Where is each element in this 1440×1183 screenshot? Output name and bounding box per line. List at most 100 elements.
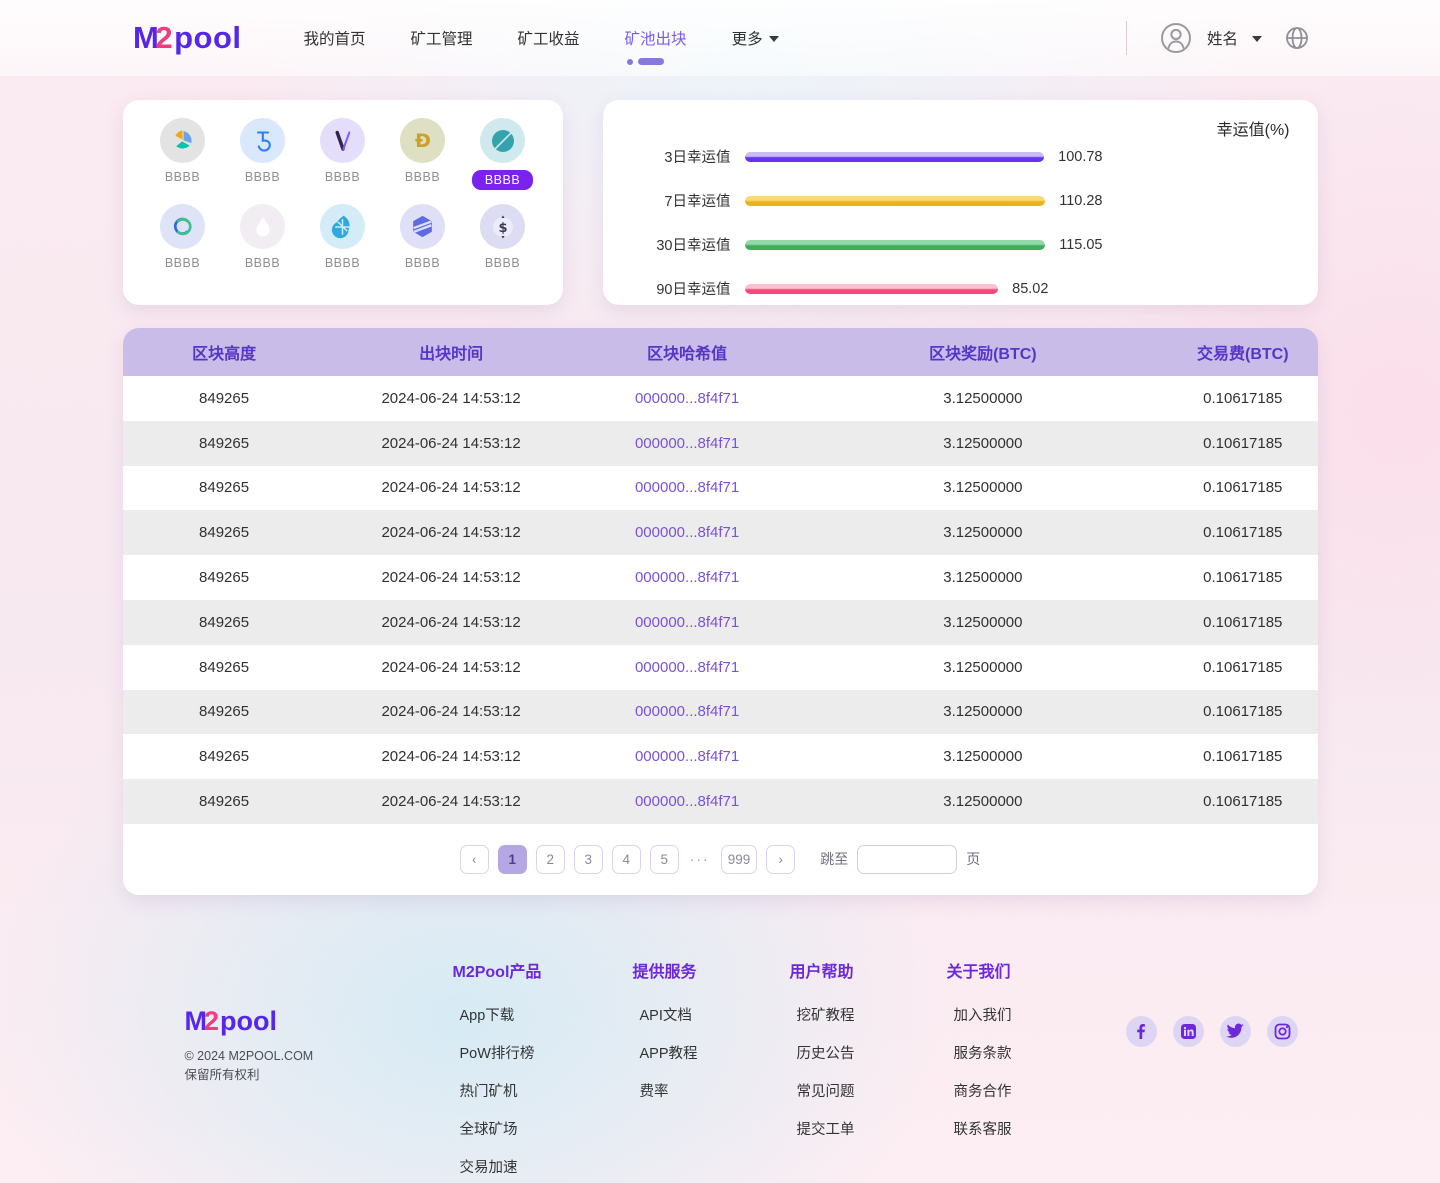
page-button-3[interactable]: 3: [573, 844, 603, 874]
block-hash-link[interactable]: 000000...8f4f71: [634, 434, 740, 452]
footer-link[interactable]: 加入我们: [953, 1008, 1012, 1025]
block-hash-link[interactable]: 000000...8f4f71: [634, 569, 740, 587]
table-row: 849265 2024-06-24 14:53:12 000000...8f4f71…: [123, 376, 1318, 421]
block-height-cell: 849265: [199, 703, 250, 721]
block-height-cell: 849265: [199, 793, 250, 811]
bar-category-label: 7日幸运值: [664, 194, 731, 210]
column-header-5: 交易费(BTC): [1168, 328, 1318, 376]
tx-fee-cell: 0.10617185: [1203, 703, 1283, 721]
block-height-cell: 849265: [199, 389, 250, 407]
bar-value-label: 115.05: [1059, 236, 1103, 253]
footer-link[interactable]: 全球矿场: [459, 1122, 518, 1139]
footer-link[interactable]: App下载: [459, 1008, 515, 1025]
coin-item-4[interactable]: Đ BBBB: [383, 118, 463, 190]
coin-item-8[interactable]: BBBB: [303, 204, 383, 270]
footer-link[interactable]: 历史公告: [796, 1046, 855, 1063]
block-time-cell: 2024-06-24 14:53:12: [381, 793, 521, 811]
column-header-3: 区块哈希值: [576, 328, 798, 376]
footer-link[interactable]: 常见问题: [796, 1084, 855, 1101]
coin-label: BBBB: [484, 256, 521, 270]
footer-link[interactable]: 服务条款: [953, 1046, 1012, 1063]
coin-item-7[interactable]: BBBB: [223, 204, 303, 270]
indicator-pill: [637, 58, 664, 65]
user-name[interactable]: 姓名: [1206, 31, 1238, 48]
block-reward-cell: 3.12500000: [943, 479, 1023, 497]
table-row: 849265 2024-06-24 14:53:12 000000...8f4f71…: [122, 689, 1318, 735]
blocks-table-card: 区块高度 出块时间 区块哈希值 区块奖励(BTC) 交易费(BTC) 849265 202…: [122, 328, 1318, 895]
coin-item-10[interactable]: $ BBBB: [463, 204, 543, 270]
bar-track: 115.05: [744, 236, 1103, 253]
footer-column-4: 关于我们 加入我们 服务条款 商务合作 联系客服: [947, 958, 1104, 1183]
coin-item-6[interactable]: BBBB: [143, 204, 223, 270]
nav-item-3[interactable]: 矿工收益: [518, 21, 580, 55]
footer-link[interactable]: PoW排行榜: [459, 1046, 535, 1063]
nav-item-5[interactable]: 更多: [732, 21, 779, 55]
page-button-5[interactable]: 5: [649, 844, 679, 874]
block-hash-link[interactable]: 000000...8f4f71: [634, 613, 740, 631]
block-hash-link[interactable]: 000000...8f4f71: [634, 793, 740, 811]
indicator-dot: [626, 58, 633, 65]
block-time-cell: 2024-06-24 14:53:12: [381, 703, 521, 721]
nav-item-2[interactable]: 矿工管理: [411, 21, 473, 55]
pagination: ‹ 1 2 3 4 5 ··· 999 › 跳至 页: [123, 824, 1318, 895]
lucky-value-chart: 幸运值(%) 3日幸运值 100.78 7日幸运值 110.28 30日幸运值 115.0…: [602, 100, 1318, 305]
table-row: 849265 2024-06-24 14:53:12 000000...8f4f71…: [123, 555, 1318, 600]
main-nav: 我的首页 矿工管理 矿工收益 矿池出块 更多: [304, 21, 779, 65]
coin-item-3[interactable]: BBBB: [303, 118, 383, 190]
page-button-2[interactable]: 2: [535, 844, 565, 874]
page-button-4[interactable]: 4: [611, 844, 641, 874]
nav-item-label: 更多: [731, 31, 763, 48]
footer-link[interactable]: 提交工单: [796, 1122, 855, 1139]
page-button-999[interactable]: 999: [720, 844, 758, 874]
footer-link[interactable]: API文档: [639, 1008, 692, 1025]
nav-item-1[interactable]: 我的首页: [304, 21, 366, 55]
jump-to-label: 跳至: [820, 851, 849, 868]
avatar-icon[interactable]: [1159, 21, 1193, 55]
coin-item-1[interactable]: BBBB: [143, 118, 223, 190]
footer-link[interactable]: 费率: [639, 1084, 669, 1101]
linkedin-icon[interactable]: [1172, 1015, 1204, 1047]
page-button-1[interactable]: 1: [497, 844, 527, 874]
lucky-bar-row-3: 30日幸运值 115.05: [627, 234, 1292, 255]
coin-label: BBBB: [324, 170, 361, 184]
footer-link[interactable]: 联系客服: [953, 1122, 1012, 1139]
table-row: 849265 2024-06-24 14:53:12 000000...8f4f71…: [123, 734, 1318, 779]
next-page-button[interactable]: ›: [766, 844, 796, 874]
block-hash-link[interactable]: 000000...8f4f71: [634, 748, 740, 766]
block-hash-link[interactable]: 000000...8f4f71: [634, 703, 740, 721]
tx-fee-cell: 0.10617185: [1203, 434, 1283, 452]
chart-rows: 3日幸运值 100.78 7日幸运值 110.28 30日幸运值 115.05 90日幸运值…: [627, 146, 1292, 299]
footer-logo: M 2 pool: [184, 1005, 278, 1036]
prev-page-button[interactable]: ‹: [459, 844, 489, 874]
column-header-2: 出块时间: [325, 328, 577, 376]
footer-link[interactable]: APP教程: [639, 1046, 698, 1063]
user-menu-caret-icon[interactable]: [1252, 36, 1262, 42]
lucky-bar-row-4: 90日幸运值 85.02: [627, 278, 1292, 299]
language-globe-icon[interactable]: [1284, 25, 1310, 51]
block-hash-link[interactable]: 000000...8f4f71: [634, 389, 740, 407]
nav-item-label: 矿池出块: [624, 31, 687, 48]
footer-link[interactable]: 交易加速: [459, 1160, 518, 1177]
tx-fee-cell: 0.10617185: [1203, 569, 1283, 587]
coin-item-5[interactable]: BBBB: [463, 118, 543, 190]
block-hash-link[interactable]: 000000...8f4f71: [634, 524, 740, 542]
block-reward-cell: 3.12500000: [943, 613, 1023, 631]
footer-link[interactable]: 热门矿机: [459, 1084, 518, 1101]
coin-item-9[interactable]: BBBB: [383, 204, 463, 270]
tx-fee-cell: 0.10617185: [1203, 524, 1283, 542]
table-header-row: 区块高度 出块时间 区块哈希值 区块奖励(BTC) 交易费(BTC): [122, 328, 1318, 376]
selected-coin-badge: BBBB: [471, 170, 534, 190]
bar-1: [744, 151, 1045, 162]
brand-logo[interactable]: M 2 pool: [133, 20, 242, 56]
block-reward-cell: 3.12500000: [943, 524, 1023, 542]
block-hash-link[interactable]: 000000...8f4f71: [634, 479, 740, 497]
block-hash-link[interactable]: 000000...8f4f71: [634, 658, 740, 676]
footer-link[interactable]: 商务合作: [953, 1084, 1012, 1101]
facebook-icon[interactable]: [1125, 1015, 1157, 1047]
nav-item-4[interactable]: 矿池出块: [624, 21, 687, 65]
instagram-icon[interactable]: [1266, 1015, 1298, 1047]
coin-item-2[interactable]: BBBB: [223, 118, 303, 190]
jump-page-input[interactable]: [857, 844, 958, 874]
twitter-icon[interactable]: [1219, 1015, 1251, 1047]
footer-link[interactable]: 挖矿教程: [796, 1008, 855, 1025]
